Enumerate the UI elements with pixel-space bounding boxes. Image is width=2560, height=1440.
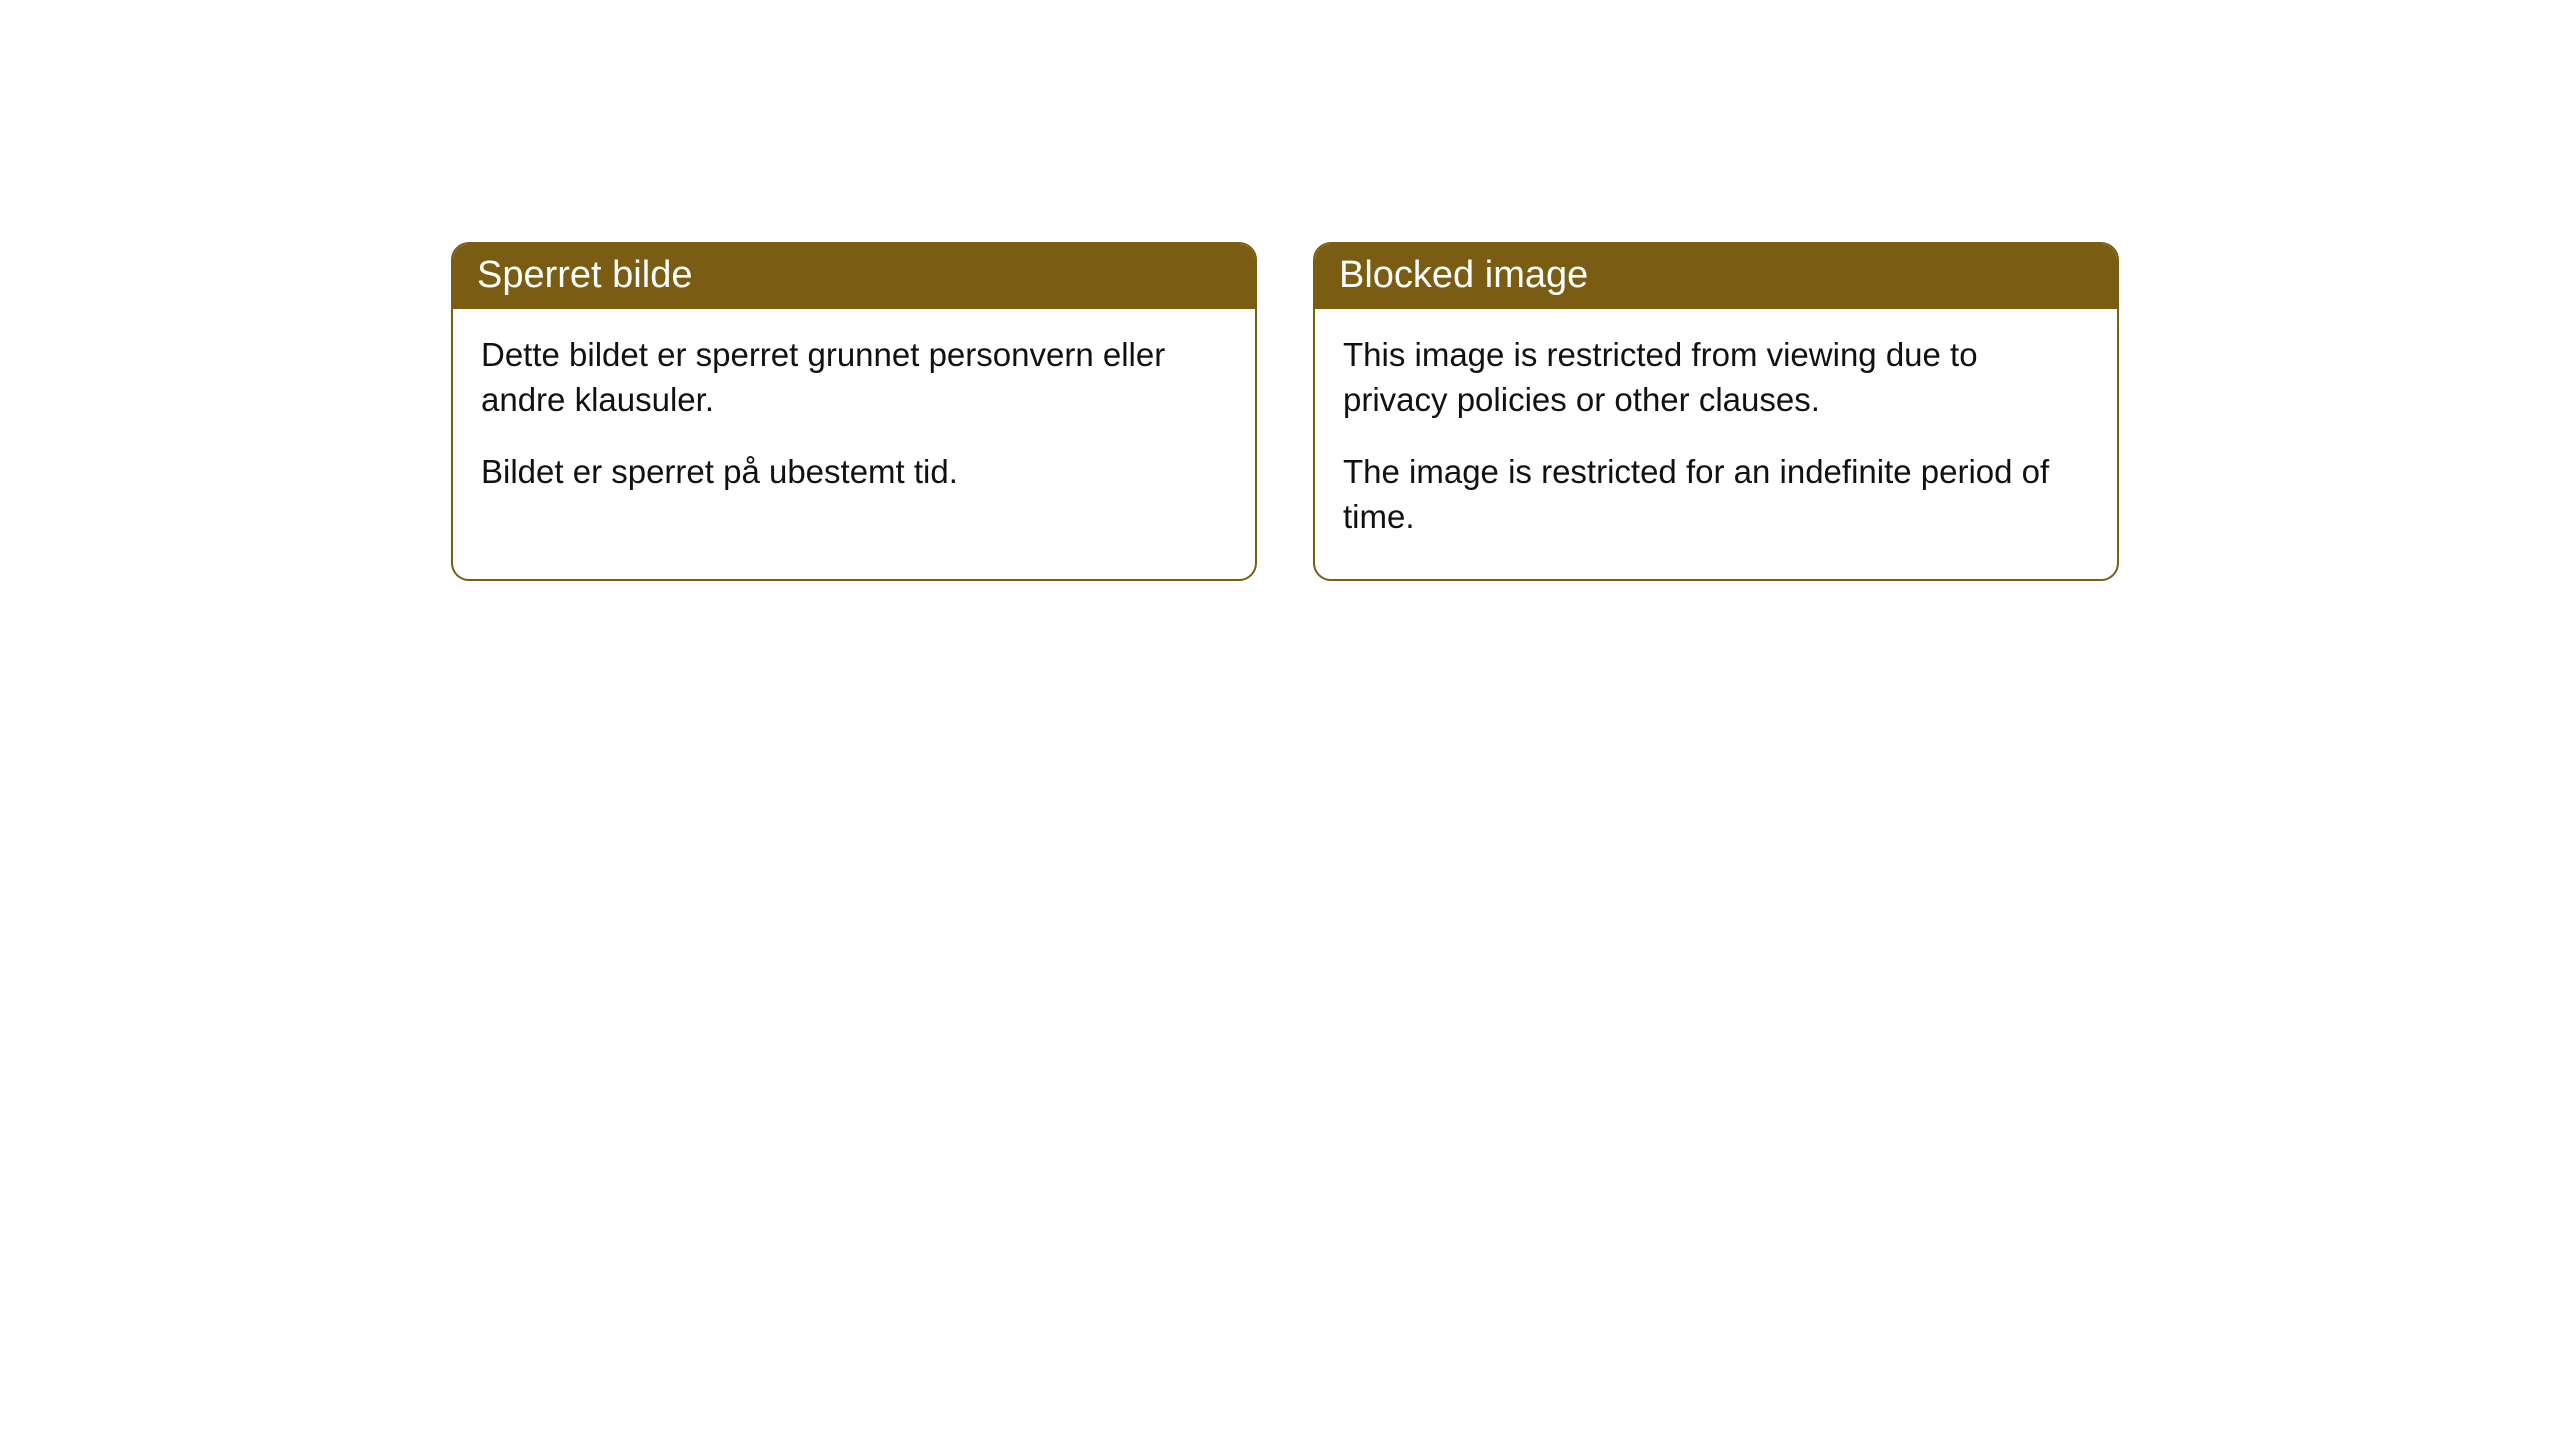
notice-cards-container: Sperret bilde Dette bildet er sperret gr… — [451, 242, 2119, 581]
notice-card-english: Blocked image This image is restricted f… — [1313, 242, 2119, 581]
notice-body-english: This image is restricted from viewing du… — [1315, 309, 2117, 579]
notice-header-norwegian: Sperret bilde — [453, 244, 1255, 309]
notice-paragraph: The image is restricted for an indefinit… — [1343, 450, 2089, 539]
notice-paragraph: Dette bildet er sperret grunnet personve… — [481, 333, 1227, 422]
notice-card-norwegian: Sperret bilde Dette bildet er sperret gr… — [451, 242, 1257, 581]
notice-paragraph: Bildet er sperret på ubestemt tid. — [481, 450, 1227, 495]
notice-body-norwegian: Dette bildet er sperret grunnet personve… — [453, 309, 1255, 535]
notice-header-english: Blocked image — [1315, 244, 2117, 309]
notice-paragraph: This image is restricted from viewing du… — [1343, 333, 2089, 422]
